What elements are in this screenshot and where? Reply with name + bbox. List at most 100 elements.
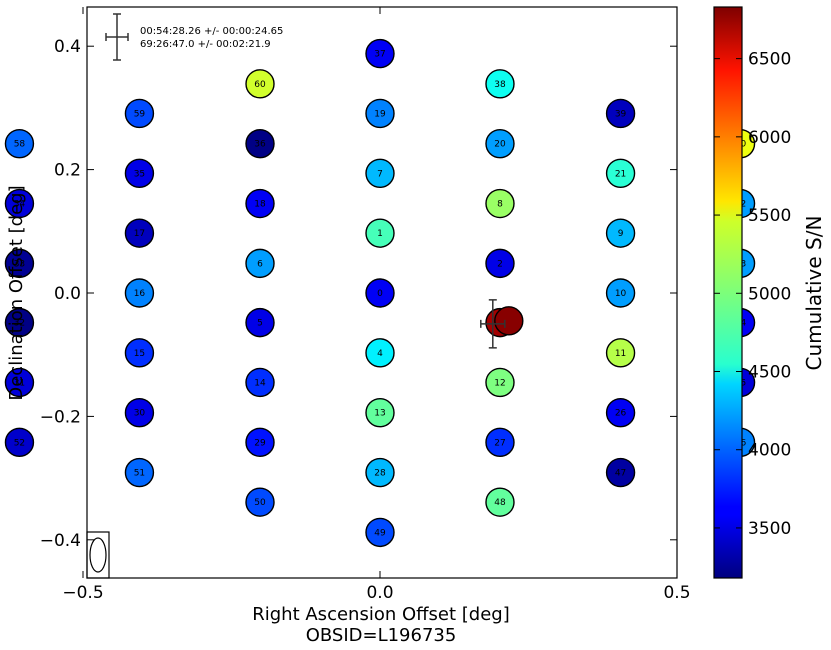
beam-marker [485,188,515,219]
beam-label: 1 [377,229,383,239]
y-axis-label: Declination Offset [deg] [6,185,27,400]
beam-label: 32 [14,319,25,329]
colorbar-label: Cumulative S/N [802,216,826,371]
ra-position-text: 00:54:28.26 +/- 00:00:24.65 [140,26,283,37]
beam-marker [365,338,395,368]
beam-marker [4,367,35,398]
beam-label: 27 [494,438,505,448]
beam-marker [124,218,155,248]
dec-position-text: 69:26:47.0 +/- 00:02:21.9 [140,39,271,50]
chart-subtitle: OBSID=L196735 [306,625,457,646]
beam-label: 30 [134,409,146,419]
colorbar-ticks: 3500 4000 4500 5000 5500 6000 6500 [714,50,791,539]
beam-marker [4,128,35,159]
x-tick-label: 0.5 [663,583,690,603]
beam-label: 9 [618,229,624,239]
beam-label: 6 [257,259,263,269]
beam-marker [365,38,395,69]
colorbar-tick-label: 4000 [748,441,791,461]
beam-label: 47 [615,469,626,479]
y-tick-label: 0.2 [54,161,81,181]
beam-marker [485,128,515,159]
beam-label: 20 [494,140,506,150]
beams-layer: 0123456789101112131415161718192021222324… [4,38,756,548]
colorbar-tick-label: 3500 [748,519,791,539]
beam-label: 26 [615,409,627,419]
y-tick-label: 0.0 [54,284,81,304]
beam-marker [245,248,275,279]
beam-label: 7 [377,169,383,179]
colorbar-tick-label: 5000 [748,284,791,304]
beam-label: 16 [134,289,146,299]
reference-errorbar [105,13,129,61]
beam-marker [245,69,275,99]
beam-label: 50 [254,498,266,508]
beam-marker [605,158,636,189]
beam-label: 60 [254,80,266,90]
beam-marker [4,248,35,279]
x-axis-label: Right Ascension Offset [deg] [252,604,509,625]
beam-label: 18 [254,200,266,210]
beam-label: 29 [254,438,266,448]
beam-label: 14 [254,378,266,388]
beam-label: 52 [14,438,25,448]
beam-marker [245,367,275,398]
beam-label: 11 [615,349,626,359]
beam-label: 35 [134,169,145,179]
beam-marker [605,278,636,308]
y-tick-label: 0.4 [54,37,81,57]
beam-label: 59 [134,109,146,119]
beam-marker [4,188,35,219]
beam-label: 0 [377,289,383,299]
beam-label: 33 [14,259,25,269]
beam-marker [605,98,636,129]
beam-marker [124,338,155,368]
beam-marker [245,128,275,159]
beam-marker [485,69,515,99]
beam-marker [605,218,636,248]
beam-marker [124,98,155,129]
error-bars [105,13,524,349]
plot-area: −0.50.00.5−0.4−0.20.00.20.4 012345678910… [4,6,756,603]
colorbar-tick-label: 4500 [748,363,791,383]
beam-label: 34 [14,200,26,210]
beam-marker [4,307,35,338]
colorbar-tick-label: 6000 [748,128,791,148]
beam-marker [605,457,636,488]
beam-marker [245,188,275,219]
beam-marker [124,457,155,488]
beam-label: 48 [494,498,506,508]
beam-marker [485,427,515,458]
beam-label: 58 [14,140,26,150]
beam-marker [124,158,155,189]
beam-label: 28 [374,469,386,479]
beam-label: 4 [377,349,383,359]
best-position-errorbar [480,299,506,349]
beam-label: 21 [615,169,626,179]
beam-marker [365,397,395,428]
beam-marker [605,397,636,428]
beam-marker [245,427,275,458]
beam-label: 38 [494,80,506,90]
beam-marker [485,367,515,398]
beam-label: 39 [615,109,627,119]
beam-label: 12 [494,378,505,388]
colorbar-tick-label: 6500 [748,50,791,70]
peak-marker [494,306,524,336]
beam-label: 8 [497,200,503,210]
colorbar: 3500 4000 4500 5000 5500 6000 6500 Cumulative … [713,6,826,579]
beam-label: 5 [257,319,263,329]
x-tick-label: 0.0 [366,583,393,603]
beam-marker [4,427,35,458]
beam-label: 2 [497,259,503,269]
beam-marker [365,158,395,189]
beam-marker [485,487,515,517]
beam-label: 31 [14,378,25,388]
beam-marker [124,397,155,428]
beam-marker [245,307,275,338]
beam-label: 17 [134,229,145,239]
colorbar-tick-label: 5500 [748,206,791,226]
beam-label: 51 [134,469,145,479]
beam-marker [365,98,395,129]
